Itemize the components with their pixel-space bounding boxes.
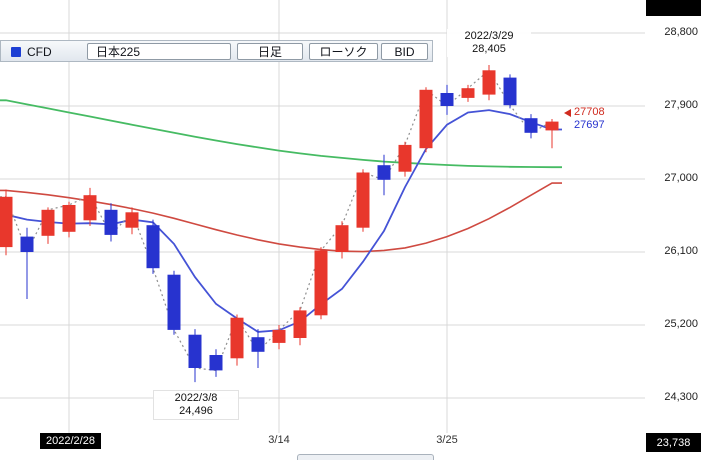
candle-body	[293, 310, 307, 338]
x-axis-origin-badge: 2022/2/28	[40, 433, 101, 449]
candle-body	[146, 225, 160, 269]
candle-body	[440, 93, 454, 106]
ma-short-line	[0, 109, 562, 333]
candle-body	[20, 236, 34, 252]
candle-body	[545, 121, 559, 131]
x-axis-label: 3/14	[268, 434, 290, 446]
cfd-label: CFD	[27, 45, 52, 59]
high-annotation: 2022/3/29 28,405	[447, 29, 531, 57]
candle-body	[272, 329, 286, 343]
y-axis-label: 27,000	[664, 172, 698, 184]
timeframe-button[interactable]: 日足	[237, 43, 303, 60]
chart-toolbar: CFD 日本225 日足 ローソク BID	[0, 40, 433, 62]
y-axis-label: 25,200	[664, 318, 698, 330]
candle-body	[314, 250, 328, 316]
candle-body	[167, 274, 181, 330]
cfd-chart-icon	[11, 47, 21, 57]
candle-body	[503, 77, 517, 106]
current-price-primary: 27708	[574, 106, 605, 118]
candle-body	[62, 205, 76, 232]
candle-body	[524, 118, 538, 133]
current-price-secondary: 27697	[574, 119, 605, 131]
candle-body	[0, 196, 13, 248]
y-axis-label: 28,800	[664, 26, 698, 38]
low-annotation-price: 24,496	[179, 405, 213, 417]
candle-body	[230, 317, 244, 359]
y-axis-label: 27,900	[664, 99, 698, 111]
ma-mid-line	[0, 182, 562, 253]
candle-body	[356, 172, 370, 228]
x-axis-label: 3/25	[436, 434, 458, 446]
price-pointer-icon	[564, 108, 571, 117]
candle-body	[482, 70, 496, 95]
candle-body	[251, 337, 265, 352]
candle-body	[188, 334, 202, 368]
candle-body	[335, 225, 349, 252]
close-trace-line	[0, 69, 553, 372]
candlestick-chart[interactable]	[0, 0, 646, 455]
y-axis-label: 26,100	[664, 245, 698, 257]
current-price-flags: 27708 27697	[564, 106, 605, 132]
high-annotation-date: 2022/3/29	[464, 30, 514, 42]
y-axis-floor-badge: 23,738	[646, 433, 701, 452]
candle-body	[104, 209, 118, 235]
candle-body	[125, 212, 139, 228]
candle-body	[83, 195, 97, 221]
candle-body	[461, 88, 475, 98]
instrument-select-button[interactable]: 日本225	[87, 43, 231, 60]
high-annotation-price: 28,405	[472, 43, 506, 55]
candle-body	[398, 144, 412, 172]
cropped-bottom-toolbar	[297, 454, 434, 460]
ma-long-line	[0, 99, 562, 169]
bid-ask-toggle-button[interactable]: BID	[381, 43, 428, 60]
candle-body	[41, 209, 55, 236]
candle-body	[419, 89, 433, 149]
chart-type-button[interactable]: ローソク	[309, 43, 378, 60]
candle-body	[209, 355, 223, 371]
candle-body	[377, 165, 391, 180]
y-axis-label: 24,300	[664, 391, 698, 403]
cropped-top-right-badge	[646, 0, 701, 16]
low-annotation-date: 2022/3/8	[174, 392, 218, 404]
low-annotation: 2022/3/8 24,496	[153, 390, 239, 420]
